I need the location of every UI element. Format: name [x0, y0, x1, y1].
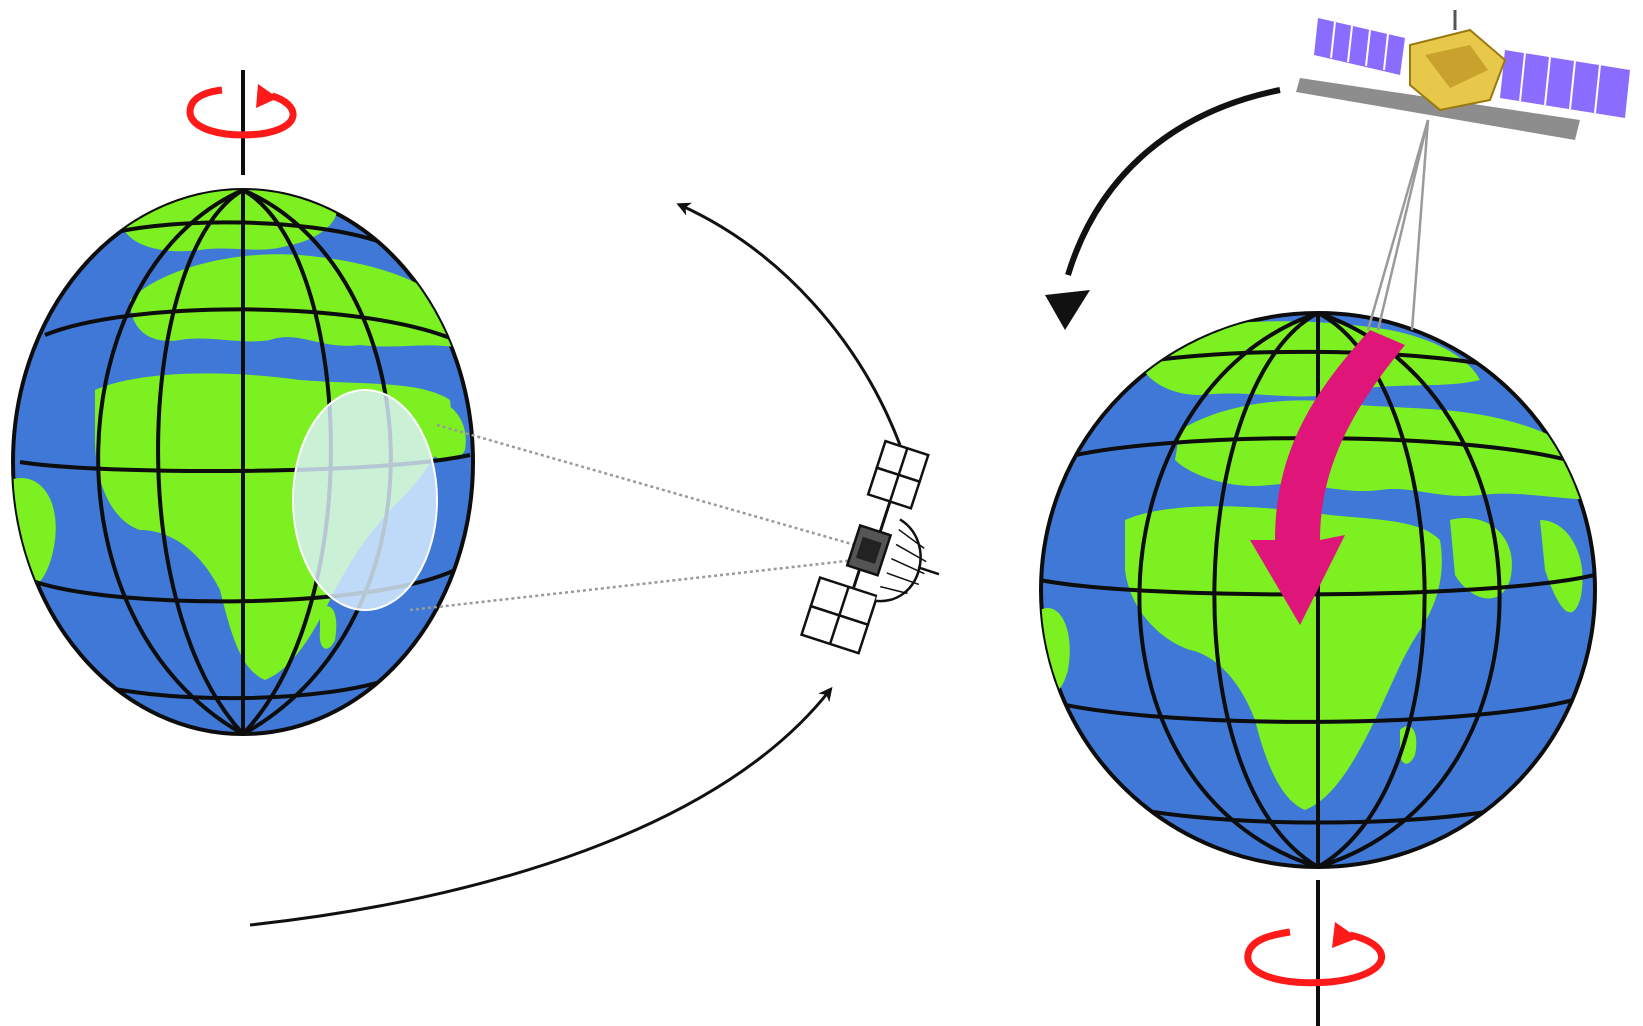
- right-solar-panel: [1500, 50, 1630, 118]
- orbit-arrow-upper: [676, 202, 902, 446]
- left-solar-panel: [1314, 18, 1405, 75]
- ground-track-arrow: [1250, 330, 1405, 625]
- right-land: [1041, 321, 1595, 810]
- polar-sight-lines: [1366, 119, 1430, 331]
- polar-orbit-satellite: [1296, 10, 1630, 140]
- geostationary-satellite: [799, 439, 940, 655]
- rotation-arrow-icon: [186, 70, 297, 175]
- coverage-footprint: [292, 389, 438, 611]
- sight-lines: [409, 423, 856, 612]
- orbit-arrow-right: [1045, 87, 1281, 330]
- orbit-arrow-lower: [249, 686, 833, 927]
- left-globe: [11, 188, 475, 736]
- rotation-arrow-icon: [1244, 880, 1385, 1026]
- right-globe: [1039, 311, 1597, 869]
